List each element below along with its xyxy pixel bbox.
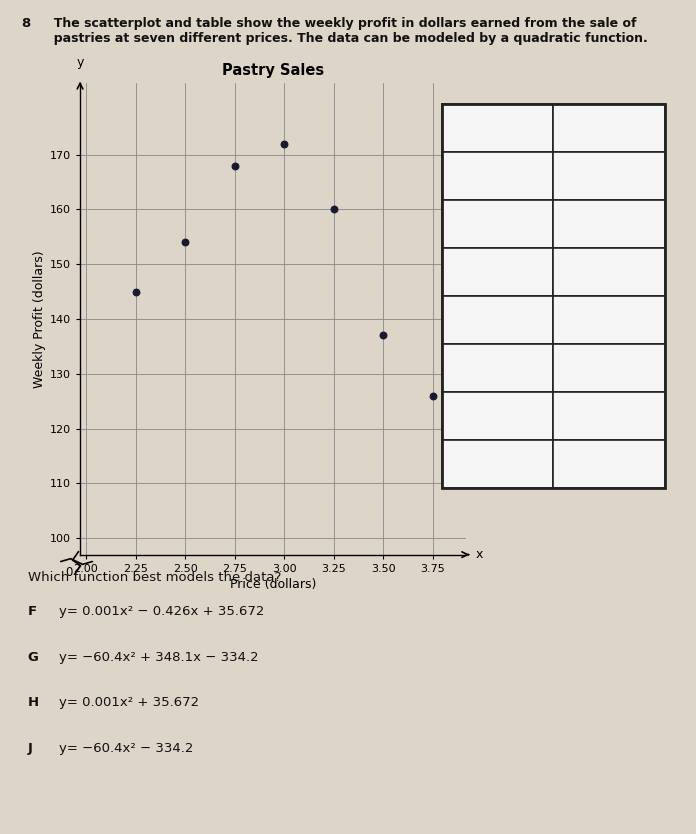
Point — [328, 203, 339, 216]
Text: 3.00: 3.00 — [484, 314, 512, 327]
Text: 8: 8 — [21, 17, 30, 30]
Text: H: H — [28, 696, 39, 710]
Text: J: J — [28, 742, 33, 756]
Text: x: x — [476, 548, 483, 561]
Text: 0: 0 — [65, 566, 72, 580]
Text: 126: 126 — [597, 457, 621, 470]
Text: y= −60.4x² + 348.1x − 334.2: y= −60.4x² + 348.1x − 334.2 — [59, 651, 259, 664]
Text: y: y — [605, 122, 613, 135]
Text: y= 0.001x² − 0.426x + 35.672: y= 0.001x² − 0.426x + 35.672 — [59, 605, 264, 618]
Point — [130, 285, 141, 299]
Text: 137: 137 — [597, 409, 621, 423]
Text: 145: 145 — [597, 169, 621, 183]
Text: 2.25: 2.25 — [484, 169, 512, 183]
Text: 2.50: 2.50 — [484, 218, 512, 231]
Text: F: F — [28, 605, 37, 618]
X-axis label: Price (dollars): Price (dollars) — [230, 578, 317, 590]
Text: y= 0.001x² + 35.672: y= 0.001x² + 35.672 — [59, 696, 199, 710]
Text: 168: 168 — [597, 265, 621, 279]
Text: 172: 172 — [597, 314, 621, 327]
Text: 160: 160 — [597, 361, 621, 374]
Text: G: G — [28, 651, 39, 664]
Y-axis label: Weekly Profit (dollars): Weekly Profit (dollars) — [33, 250, 46, 388]
Text: 3.25: 3.25 — [484, 361, 512, 374]
Title: Pastry Sales: Pastry Sales — [222, 63, 324, 78]
Point — [180, 236, 191, 249]
Text: Which function best models the data?: Which function best models the data? — [28, 571, 281, 585]
Point — [427, 389, 438, 402]
Point — [229, 159, 240, 173]
Text: 3.75: 3.75 — [484, 457, 512, 470]
Text: y: y — [77, 56, 84, 69]
Text: x: x — [493, 122, 502, 135]
Point — [377, 329, 388, 342]
Text: y= −60.4x² − 334.2: y= −60.4x² − 334.2 — [59, 742, 193, 756]
Text: 2.75: 2.75 — [484, 265, 512, 279]
Text: 154: 154 — [597, 218, 621, 231]
Point — [278, 137, 290, 150]
Text: 3.50: 3.50 — [484, 409, 512, 423]
Text: The scatterplot and table show the weekly profit in dollars earned from the sale: The scatterplot and table show the weekl… — [45, 17, 648, 45]
